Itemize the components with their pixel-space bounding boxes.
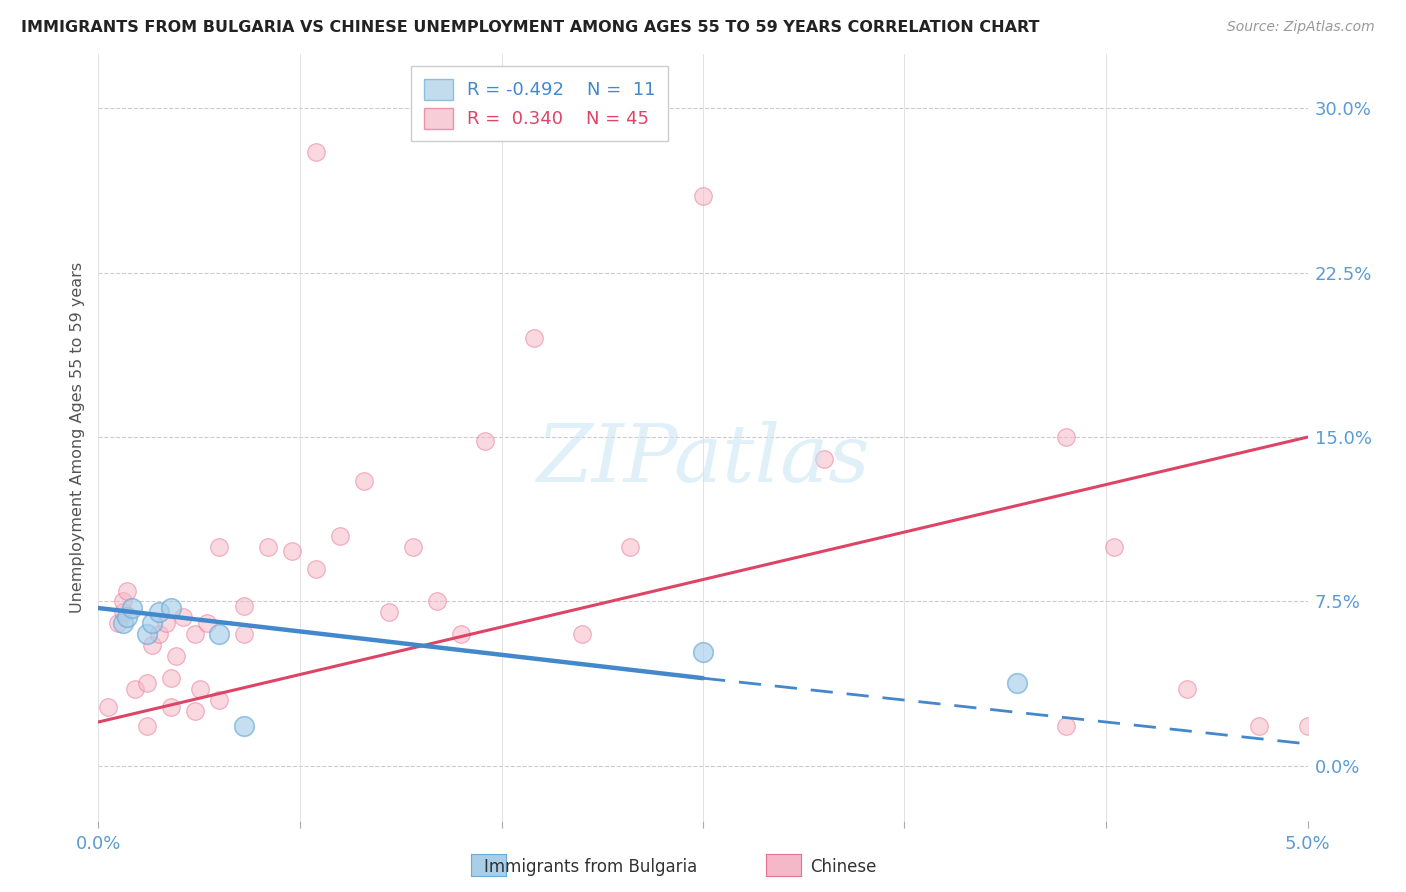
Point (208, 693, 231, 707)
Point (208, 627, 231, 641)
Point (232, 627, 254, 641)
Point (305, 561, 328, 575)
Point (692, 645, 714, 659)
Text: Chinese: Chinese (810, 858, 877, 876)
Point (117, 609, 139, 624)
Point (97, 699, 120, 714)
Text: Immigrants from Bulgaria: Immigrants from Bulgaria (484, 858, 697, 876)
Point (155, 616, 177, 631)
Point (305, 145, 328, 160)
Point (111, 594, 134, 608)
Point (135, 719, 157, 733)
Point (450, 627, 472, 641)
Point (148, 627, 170, 641)
Point (188, 682, 211, 697)
Point (172, 609, 194, 624)
Point (426, 594, 449, 608)
Point (135, 675, 157, 690)
Point (141, 616, 163, 631)
Point (184, 627, 207, 641)
Y-axis label: Unemployment Among Ages 55 to 59 years: Unemployment Among Ages 55 to 59 years (69, 261, 84, 613)
Point (195, 616, 218, 631)
Text: ZIPatlas: ZIPatlas (536, 421, 870, 499)
Point (160, 699, 183, 714)
Point (1054, 430, 1077, 444)
Point (1249, 719, 1271, 733)
Point (402, 540, 425, 554)
Point (692, 189, 714, 203)
Point (117, 583, 139, 598)
Point (353, 474, 375, 488)
Point (523, 331, 546, 345)
Point (141, 638, 163, 652)
Point (571, 627, 593, 641)
Point (377, 606, 399, 620)
Point (329, 529, 352, 543)
Legend: R = -0.492    N =  11, R =  0.340    N = 45: R = -0.492 N = 11, R = 0.340 N = 45 (411, 66, 668, 142)
Point (232, 599, 254, 613)
Point (111, 616, 134, 631)
Point (160, 671, 183, 685)
Point (107, 616, 129, 631)
Point (121, 601, 143, 615)
Point (111, 606, 134, 620)
Point (184, 704, 207, 718)
Point (1007, 675, 1029, 690)
Point (619, 540, 641, 554)
Point (148, 606, 170, 620)
Text: IMMIGRANTS FROM BULGARIA VS CHINESE UNEMPLOYMENT AMONG AGES 55 TO 59 YEARS CORRE: IMMIGRANTS FROM BULGARIA VS CHINESE UNEM… (21, 20, 1039, 35)
Point (1296, 719, 1319, 733)
Point (232, 719, 254, 733)
Point (208, 540, 231, 554)
Point (813, 452, 835, 467)
Point (256, 540, 278, 554)
Point (124, 682, 146, 697)
Point (135, 627, 157, 641)
Point (160, 601, 183, 615)
Point (474, 434, 496, 449)
Text: Source: ZipAtlas.com: Source: ZipAtlas.com (1227, 20, 1375, 34)
Point (281, 544, 304, 558)
Point (1102, 540, 1125, 554)
Point (1054, 719, 1077, 733)
Point (1175, 682, 1198, 697)
Point (165, 649, 187, 664)
